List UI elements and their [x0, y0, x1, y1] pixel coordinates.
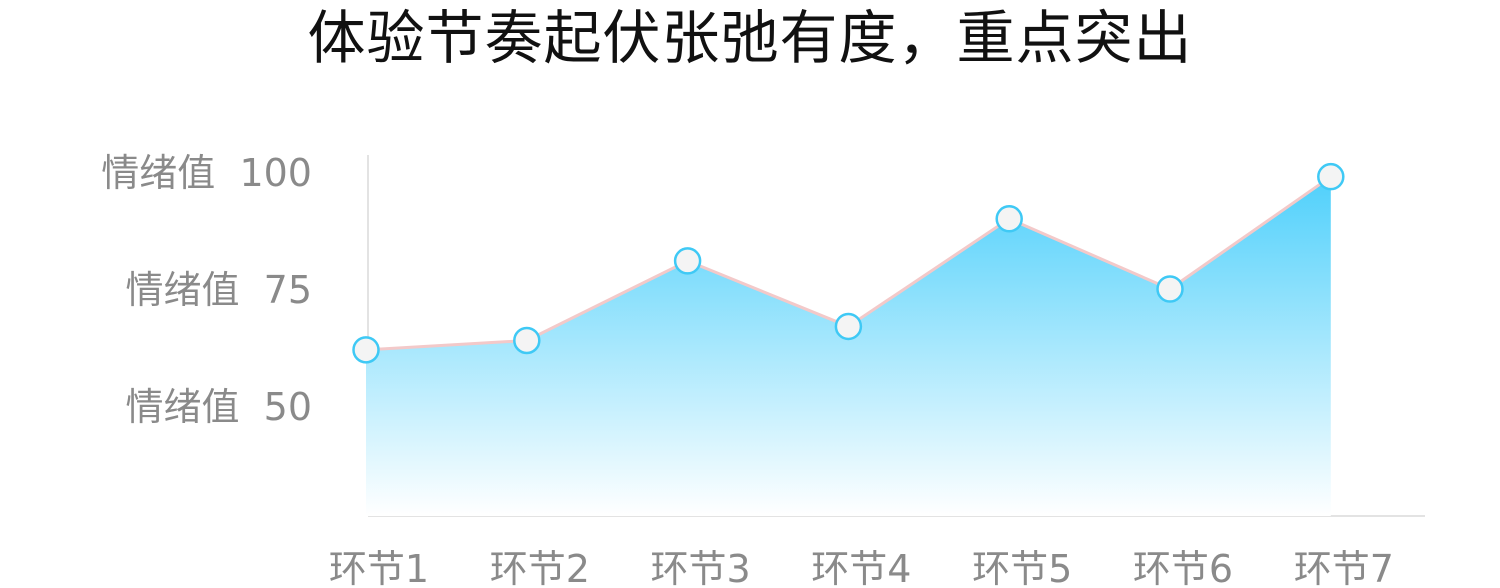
x-tick-label: 环节5 [972, 547, 1072, 588]
data-point-1 [352, 336, 380, 364]
x-tick-label: 环节1 [329, 547, 429, 588]
x-tick-label: 环节6 [1133, 547, 1233, 588]
data-point-2 [513, 326, 541, 355]
y-tick-label: 情绪值 75 [125, 268, 312, 312]
data-point-7 [1317, 162, 1345, 191]
y-tick-label: 情绪值 100 [101, 151, 312, 195]
data-point-4 [834, 312, 863, 341]
x-tick-label: 环节4 [811, 547, 911, 588]
x-tick-label: 环节7 [1294, 547, 1394, 588]
data-point-6 [1156, 275, 1184, 303]
data-point-5 [995, 205, 1023, 233]
y-tick-label: 情绪值 50 [125, 385, 312, 429]
x-tick-label: 环节3 [651, 547, 751, 588]
x-tick-label: 环节2 [490, 547, 590, 588]
series-area [366, 176, 1331, 516]
chart-title: 体验节奏起伏张弛有度，重点突出 [307, 4, 1193, 72]
data-point-3 [673, 247, 702, 275]
